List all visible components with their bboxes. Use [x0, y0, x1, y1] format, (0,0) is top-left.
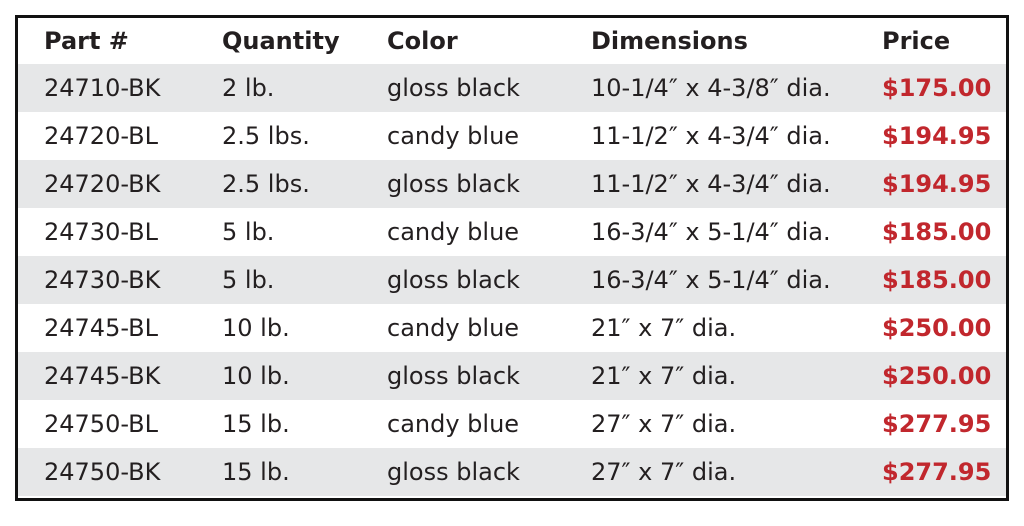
- table-cell: 15 lb.: [222, 458, 290, 486]
- table-cell: 2 lb.: [222, 74, 275, 102]
- header-cell: Part #: [44, 27, 129, 55]
- table-cell: gloss black: [387, 74, 520, 102]
- table-cell: 5 lb.: [222, 266, 275, 294]
- header-cell: Color: [387, 27, 458, 55]
- table-cell: 27″ x 7″ dia.: [591, 458, 737, 486]
- table-cell: gloss black: [387, 266, 520, 294]
- table-row: 24745-BL 10 lb. candy blue 21″ x 7″ dia. $25…: [18, 304, 1006, 352]
- table-cell: 2.5 lbs.: [222, 122, 310, 150]
- table-cell: 24750-BK: [44, 458, 161, 486]
- header-cell: Quantity: [222, 27, 340, 55]
- table-row: 24750-BK 15 lb. gloss black 27″ x 7″ dia. $2…: [18, 448, 1006, 496]
- table-cell: gloss black: [387, 362, 520, 390]
- table-cell: 10 lb.: [222, 362, 290, 390]
- table-cell: 21″ x 7″ dia.: [591, 314, 737, 342]
- header-cell: Price: [882, 27, 951, 55]
- table-cell: 24730-BL: [44, 218, 158, 246]
- price-cell: $194.95: [882, 170, 992, 198]
- table-cell: 24720-BK: [44, 170, 161, 198]
- table-cell: 16-3/4″ x 5-1/4″ dia.: [591, 218, 831, 246]
- table-cell: 10-1/4″ x 4-3/8″ dia.: [591, 74, 831, 102]
- header-cell: Dimensions: [591, 27, 748, 55]
- table-row: 24745-BK 10 lb. gloss black 21″ x 7″ dia. $2…: [18, 352, 1006, 400]
- table-cell: 11-1/2″ x 4-3/4″ dia.: [591, 170, 831, 198]
- table-cell: 24720-BL: [44, 122, 158, 150]
- table-cell: 24750-BL: [44, 410, 158, 438]
- table-cell: candy blue: [387, 410, 520, 438]
- table-cell: 27″ x 7″ dia.: [591, 410, 737, 438]
- table-cell: 2.5 lbs.: [222, 170, 310, 198]
- price-cell: $277.95: [882, 458, 992, 486]
- price-cell: $250.00: [882, 314, 992, 342]
- table-row: 24730-BK 5 lb. gloss black 16-3/4″ x 5-1/4″…: [18, 256, 1006, 304]
- price-cell: $185.00: [882, 218, 992, 246]
- price-table: Part # Quantity Color Dimensions Price 24710-…: [15, 15, 1009, 501]
- table-row: 24710-BK 2 lb. gloss black 10-1/4″ x 4-3/8″…: [18, 64, 1006, 112]
- table-cell: 24745-BL: [44, 314, 158, 342]
- table-row: 24750-BL 15 lb. candy blue 27″ x 7″ dia. $27…: [18, 400, 1006, 448]
- price-cell: $194.95: [882, 122, 992, 150]
- table-row: 24720-BK 2.5 lbs. gloss black 11-1/2″ x 4-3…: [18, 160, 1006, 208]
- header-row: Part # Quantity Color Dimensions Price: [18, 18, 1006, 64]
- table-cell: 24730-BK: [44, 266, 161, 294]
- table-cell: gloss black: [387, 458, 520, 486]
- table-cell: 10 lb.: [222, 314, 290, 342]
- price-cell: $250.00: [882, 362, 992, 390]
- table-cell: 16-3/4″ x 5-1/4″ dia.: [591, 266, 831, 294]
- price-cell: $185.00: [882, 266, 992, 294]
- table-cell: candy blue: [387, 122, 520, 150]
- table-cell: 21″ x 7″ dia.: [591, 362, 737, 390]
- table-cell: 24710-BK: [44, 74, 161, 102]
- table-row: 24720-BL 2.5 lbs. candy blue 11-1/2″ x 4-3/…: [18, 112, 1006, 160]
- table-cell: candy blue: [387, 218, 520, 246]
- table-cell: 24745-BK: [44, 362, 161, 390]
- table-cell: 5 lb.: [222, 218, 275, 246]
- price-cell: $277.95: [882, 410, 992, 438]
- table-cell: 11-1/2″ x 4-3/4″ dia.: [591, 122, 831, 150]
- table-cell: 15 lb.: [222, 410, 290, 438]
- table-row: 24730-BL 5 lb. candy blue 16-3/4″ x 5-1/4″ …: [18, 208, 1006, 256]
- table-cell: candy blue: [387, 314, 520, 342]
- price-cell: $175.00: [882, 74, 992, 102]
- table-cell: gloss black: [387, 170, 520, 198]
